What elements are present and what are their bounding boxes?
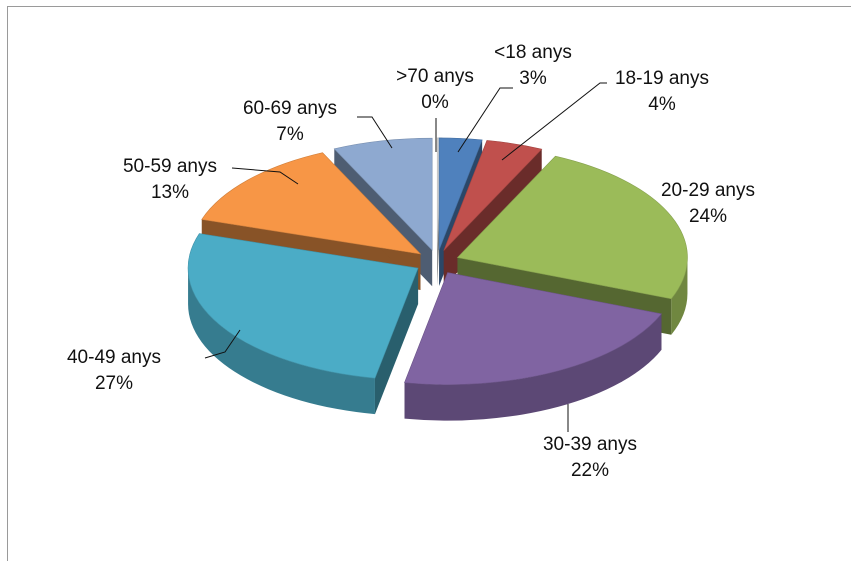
slice-rim-2	[671, 257, 688, 335]
slice-top-0	[438, 137, 483, 251]
label-40-49: 40-49 anys 27%	[66, 347, 161, 394]
leader-line-0	[457, 87, 513, 153]
label-under-18: <18 anys 3%	[494, 42, 572, 89]
slice-top-5	[201, 152, 422, 255]
pie-slice-4	[187, 233, 419, 415]
leader-line-2	[204, 329, 241, 359]
slice-side-4-0	[374, 268, 419, 415]
label-18-19: 18-19 anys 4%	[614, 68, 709, 115]
leader-line-1	[501, 82, 607, 161]
leader-line-5	[357, 116, 393, 149]
slice-rim-3	[404, 313, 662, 421]
slice-top-2	[456, 155, 688, 300]
label-20-29: 20-29 anys 24%	[660, 180, 755, 227]
pie-slice-3	[404, 272, 662, 421]
label-50-59: 50-59 anys 13%	[122, 156, 217, 203]
slice-top-1	[443, 140, 543, 251]
leader-line-4	[231, 167, 299, 185]
slice-top-6	[333, 137, 433, 251]
label-30-39: 30-39 anys 22%	[542, 434, 637, 481]
slice-top-4	[187, 233, 419, 379]
label-60-69: 60-69 anys 7%	[242, 98, 337, 145]
slice-rim-4	[188, 268, 375, 415]
slice-top-3	[404, 272, 662, 385]
chart-area	[7, 6, 851, 561]
label-over-70: >70 anys 0%	[396, 66, 474, 113]
